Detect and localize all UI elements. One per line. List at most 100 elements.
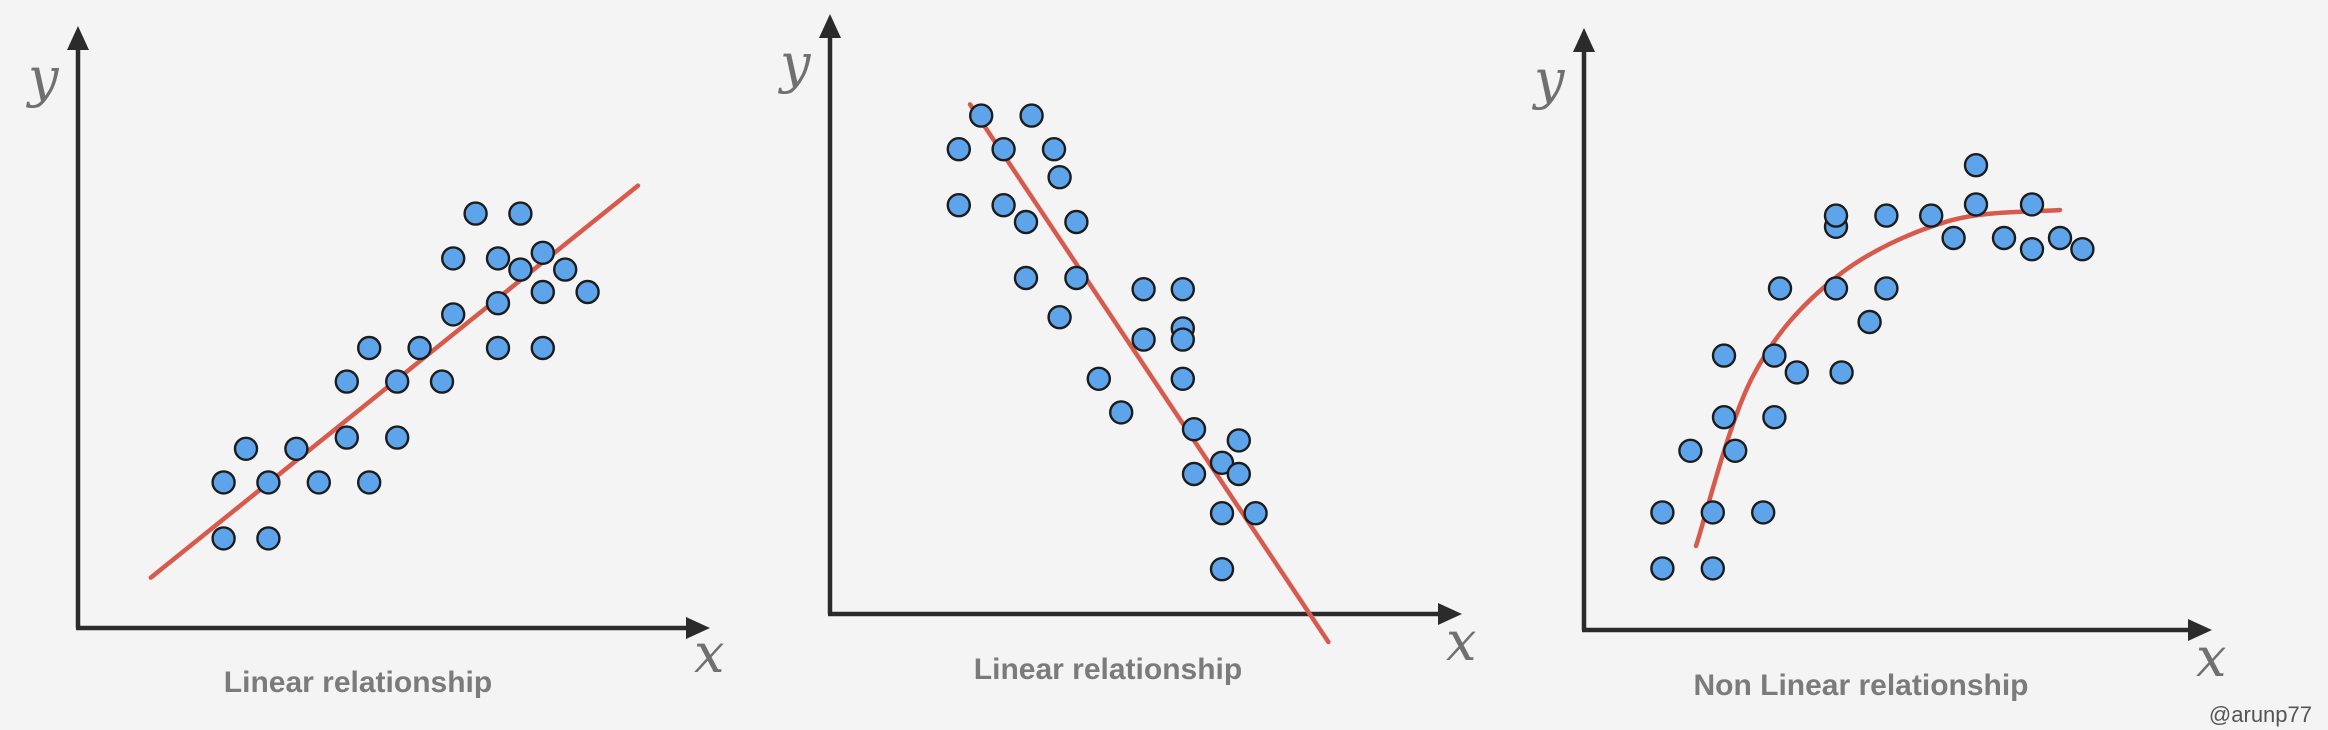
x-axis-arrow — [686, 617, 710, 639]
data-point — [1918, 203, 1944, 228]
data-point — [1209, 501, 1235, 526]
data-point — [357, 470, 382, 495]
data-point — [1170, 366, 1196, 391]
data-point — [1941, 225, 1966, 251]
data-point — [575, 279, 600, 305]
data-point — [1181, 417, 1207, 442]
data-point — [508, 201, 533, 226]
data-point — [1047, 305, 1072, 330]
data-point — [485, 246, 511, 271]
data-point — [306, 470, 331, 495]
data-point — [256, 526, 281, 551]
data-point — [1874, 203, 1899, 228]
panel-caption: Linear relationship — [974, 653, 1242, 686]
data-point — [508, 257, 533, 282]
y-axis-label: y — [778, 32, 812, 95]
data-point — [2070, 236, 2095, 262]
data-point — [1750, 500, 1776, 525]
data-point — [1064, 209, 1089, 235]
data-point — [1650, 556, 1675, 581]
data-point — [1170, 327, 1196, 352]
y-axis-arrow — [67, 26, 89, 50]
data-point — [1874, 276, 1899, 301]
data-point — [211, 526, 236, 551]
data-point — [463, 201, 488, 226]
data-point — [1711, 343, 1737, 368]
data-point — [407, 335, 432, 361]
data-point — [385, 369, 410, 394]
data-point — [1226, 428, 1252, 453]
data-point — [429, 369, 455, 394]
data-point — [1823, 276, 1849, 301]
data-point — [946, 136, 971, 162]
panel-linear-positive: y x Linear relationship — [26, 26, 724, 699]
data-point — [2047, 225, 2073, 251]
y-axis-arrow — [819, 14, 841, 38]
plot-area — [946, 102, 1331, 645]
data-point — [969, 103, 994, 128]
data-point — [1722, 438, 1748, 463]
data-point — [2019, 192, 2045, 217]
y-axis-label: y — [26, 46, 60, 109]
data-point — [233, 436, 259, 461]
data-point — [1209, 557, 1235, 582]
data-point — [1767, 276, 1793, 301]
data-point — [1991, 225, 2017, 251]
data-point — [946, 192, 971, 218]
data-point — [1829, 360, 1854, 385]
data-point — [1170, 277, 1196, 302]
data-point — [1047, 164, 1072, 190]
data-point — [1711, 405, 1737, 430]
panel-non-linear: y x Non Linear relationship — [1532, 28, 2226, 702]
data-point — [334, 425, 359, 450]
data-point — [1243, 501, 1268, 526]
data-point — [1013, 209, 1039, 235]
data-point — [1226, 461, 1252, 487]
x-axis-arrow — [1438, 603, 1462, 625]
data-point — [553, 257, 578, 282]
data-point — [1108, 400, 1134, 425]
data-point — [284, 436, 309, 461]
data-point — [1857, 309, 1882, 335]
data-point — [1963, 192, 1989, 217]
data-point — [385, 425, 410, 450]
data-point — [1650, 500, 1675, 525]
data-point — [1209, 450, 1235, 475]
y-axis-label: y — [1532, 48, 1566, 111]
plot-area — [1650, 152, 2095, 581]
data-point — [1762, 405, 1787, 430]
data-point — [334, 369, 359, 394]
x-axis-label: x — [1446, 610, 1476, 673]
data-point — [530, 335, 555, 361]
data-point — [1131, 327, 1156, 352]
data-point — [991, 192, 1016, 218]
data-point — [1700, 556, 1726, 581]
x-axis-arrow — [2188, 619, 2212, 641]
author-credit: @arunp77 — [2209, 702, 2312, 727]
data-point — [441, 302, 466, 327]
plot-area — [148, 183, 641, 580]
data-point — [1963, 152, 1989, 178]
data-point — [530, 240, 555, 266]
data-point — [211, 470, 236, 495]
trend-line — [967, 102, 1331, 645]
data-point — [1762, 343, 1787, 368]
data-point — [1678, 438, 1703, 463]
data-point — [1131, 277, 1156, 302]
data-point — [991, 136, 1016, 162]
data-point — [357, 335, 382, 361]
y-axis-arrow — [1573, 28, 1595, 52]
data-point — [1019, 103, 1044, 128]
data-point — [485, 335, 511, 361]
data-point — [1181, 461, 1207, 487]
data-point — [1823, 203, 1849, 228]
data-point — [1064, 265, 1089, 291]
data-point — [1041, 136, 1067, 162]
data-point — [1700, 500, 1726, 525]
panel-caption: Linear relationship — [224, 666, 492, 699]
data-point — [1013, 265, 1039, 291]
data-point — [530, 279, 555, 305]
x-axis-label: x — [694, 622, 724, 685]
panel-linear-negative: y x Linear relationship — [778, 14, 1476, 686]
